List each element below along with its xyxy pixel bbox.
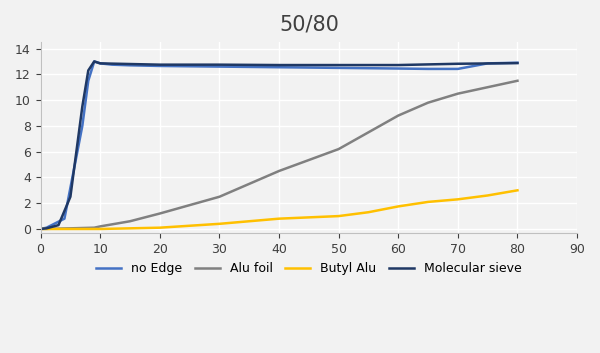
Line: Butyl Alu: Butyl Alu xyxy=(41,190,517,229)
Alu foil xyxy=(365,130,372,134)
no Edge xyxy=(156,64,163,68)
Butyl Alu xyxy=(91,227,98,231)
Molecular sieve xyxy=(127,62,134,66)
Alu foil xyxy=(424,101,431,105)
no Edge xyxy=(109,62,116,67)
Molecular sieve xyxy=(43,226,50,231)
Molecular sieve xyxy=(91,59,98,64)
Butyl Alu xyxy=(365,210,372,214)
Molecular sieve xyxy=(454,62,461,66)
Line: no Edge: no Edge xyxy=(41,61,517,229)
Alu foil xyxy=(67,226,74,231)
no Edge xyxy=(127,63,134,67)
Line: Alu foil: Alu foil xyxy=(41,81,517,229)
Alu foil xyxy=(335,147,342,151)
no Edge xyxy=(43,226,50,230)
Alu foil xyxy=(514,79,521,83)
no Edge xyxy=(79,124,86,128)
no Edge xyxy=(454,67,461,71)
Molecular sieve xyxy=(67,195,74,199)
Molecular sieve xyxy=(97,61,104,66)
Alu foil xyxy=(484,85,491,89)
Alu foil xyxy=(37,227,44,231)
Legend: no Edge, Alu foil, Butyl Alu, Molecular sieve: no Edge, Alu foil, Butyl Alu, Molecular … xyxy=(91,257,527,280)
Title: 50/80: 50/80 xyxy=(279,15,339,35)
Butyl Alu xyxy=(127,226,134,231)
Molecular sieve xyxy=(335,63,342,67)
no Edge xyxy=(37,227,44,231)
Butyl Alu xyxy=(156,226,163,230)
Alu foil xyxy=(156,211,163,216)
no Edge xyxy=(514,61,521,65)
Molecular sieve xyxy=(37,227,44,231)
Alu foil xyxy=(91,226,98,230)
no Edge xyxy=(484,61,491,66)
Butyl Alu xyxy=(484,193,491,198)
no Edge xyxy=(216,65,223,69)
Alu foil xyxy=(454,91,461,96)
Alu foil xyxy=(216,195,223,199)
no Edge xyxy=(275,65,283,69)
Molecular sieve xyxy=(79,104,86,109)
Alu foil xyxy=(127,219,134,223)
no Edge xyxy=(395,66,402,71)
Molecular sieve xyxy=(395,63,402,67)
Butyl Alu xyxy=(514,188,521,192)
Butyl Alu xyxy=(335,214,342,218)
Molecular sieve xyxy=(514,61,521,65)
Alu foil xyxy=(395,113,402,118)
Molecular sieve xyxy=(216,62,223,67)
no Edge xyxy=(85,79,92,83)
Butyl Alu xyxy=(97,227,104,231)
Molecular sieve xyxy=(55,223,62,227)
Alu foil xyxy=(275,169,283,173)
no Edge xyxy=(97,61,104,66)
no Edge xyxy=(335,66,342,70)
no Edge xyxy=(424,67,431,71)
Molecular sieve xyxy=(85,68,92,73)
Butyl Alu xyxy=(37,227,44,231)
Butyl Alu xyxy=(424,200,431,204)
Butyl Alu xyxy=(216,222,223,226)
Molecular sieve xyxy=(275,63,283,67)
Butyl Alu xyxy=(395,204,402,209)
Alu foil xyxy=(97,224,104,228)
Line: Molecular sieve: Molecular sieve xyxy=(41,61,517,229)
Molecular sieve xyxy=(156,62,163,67)
no Edge xyxy=(91,59,98,64)
Butyl Alu xyxy=(275,216,283,221)
no Edge xyxy=(61,216,68,221)
Butyl Alu xyxy=(454,197,461,202)
